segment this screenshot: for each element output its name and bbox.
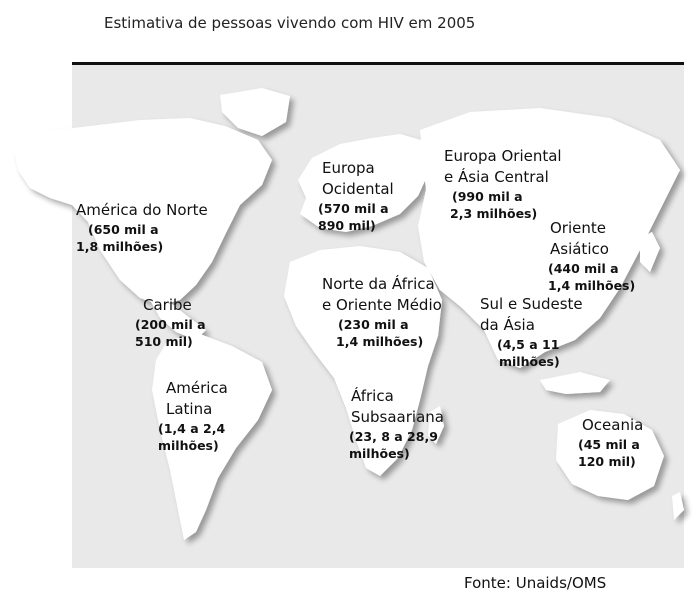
region-name: Caribe xyxy=(143,296,192,314)
asia-landmass xyxy=(418,108,680,368)
region-name: Oceania xyxy=(582,416,644,434)
region-name: da Ásia xyxy=(480,316,535,334)
region-range: 1,8 milhões) xyxy=(76,239,164,254)
region-range: (570 mil a xyxy=(318,201,389,216)
region-latin-america: América Latina (1,4 a 2,4 milhões) xyxy=(158,378,228,454)
region-range: milhões) xyxy=(349,446,410,461)
indonesia-landmass xyxy=(540,372,610,394)
region-name: América do Norte xyxy=(76,201,208,219)
region-range: 1,4 milhões) xyxy=(548,278,636,293)
region-range: 510 mil) xyxy=(135,334,193,349)
europe-landmass xyxy=(298,134,430,232)
region-name: Ocidental xyxy=(322,180,394,198)
region-caribbean: Caribe (200 mil a 510 mil) xyxy=(135,295,206,350)
region-name: Subsaariana xyxy=(351,408,444,426)
region-south-southeast-asia: Sul e Sudeste da Ásia (4,5 a 11 milhões) xyxy=(480,294,583,370)
region-north-africa-middle-east: Norte da África e Oriente Médio (230 mil… xyxy=(322,274,442,350)
source-credit: Fonte: Unaids/OMS xyxy=(464,574,607,592)
region-oceania: Oceania (45 mil a 120 mil) xyxy=(578,415,644,470)
region-name: Oriente xyxy=(550,219,606,237)
region-range: (23, 8 a 28,9 xyxy=(349,429,438,444)
region-north-america: América do Norte (650 mil a 1,8 milhões) xyxy=(76,200,208,255)
region-name: América xyxy=(166,379,228,397)
region-name: e Ásia Central xyxy=(444,168,549,186)
japan-landmass xyxy=(640,232,660,272)
region-range: 890 mil) xyxy=(318,218,376,233)
greenland-landmass xyxy=(220,88,290,136)
region-range: (1,4 a 2,4 xyxy=(158,421,226,436)
region-sub-saharan-africa: África Subsaariana (23, 8 a 28,9 milhões… xyxy=(349,386,444,462)
region-range: (440 mil a xyxy=(548,261,619,276)
region-name: Norte da África xyxy=(322,275,435,293)
madagascar-landmass xyxy=(428,406,444,444)
region-range: 1,4 milhões) xyxy=(336,334,424,349)
region-range: (650 mil a xyxy=(88,222,159,237)
region-name: Asiático xyxy=(550,240,609,258)
region-range: (230 mil a xyxy=(338,317,409,332)
region-name: África xyxy=(351,387,394,405)
new-zealand-landmass xyxy=(672,492,684,520)
region-range: 2,3 milhões) xyxy=(450,206,538,221)
central-america-landmass xyxy=(150,300,206,340)
region-name: Latina xyxy=(166,400,213,418)
region-name: e Oriente Médio xyxy=(322,296,442,314)
region-range: (4,5 a 11 xyxy=(497,337,560,352)
region-range: (990 mil a xyxy=(452,189,523,204)
region-range: (200 mil a xyxy=(135,317,206,332)
australia-landmass xyxy=(556,410,664,500)
region-eastern-europe-central-asia: Europa Oriental e Ásia Central (990 mil … xyxy=(444,146,562,222)
north-america-landmass xyxy=(14,118,272,305)
region-western-europe: Europa Ocidental (570 mil a 890 mil) xyxy=(318,158,394,234)
africa-landmass xyxy=(284,246,442,476)
region-range: milhões) xyxy=(158,438,219,453)
region-east-asia: Oriente Asiático (440 mil a 1,4 milhões) xyxy=(548,218,636,294)
region-range: 120 mil) xyxy=(578,454,636,469)
region-range: milhões) xyxy=(499,354,560,369)
region-name: Europa xyxy=(322,159,375,177)
region-range: (45 mil a xyxy=(578,437,640,452)
region-name: Europa Oriental xyxy=(444,147,562,165)
region-name: Sul e Sudeste xyxy=(480,295,583,313)
map-title: Estimativa de pessoas vivendo com HIV em… xyxy=(104,14,476,32)
south-america-landmass xyxy=(152,334,272,540)
